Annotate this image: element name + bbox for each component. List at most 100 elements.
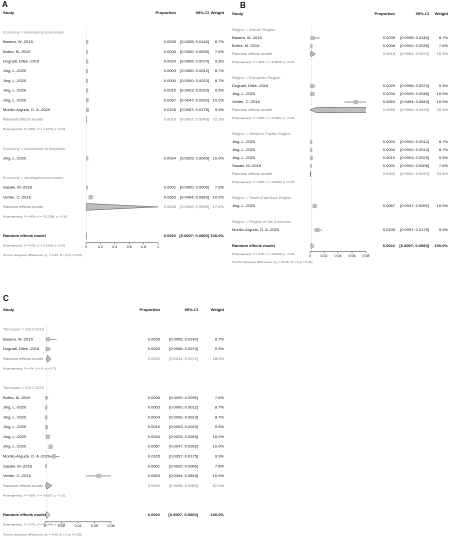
ci-label: [0.0005; 0.0140] [400, 35, 429, 40]
study-name: Jing, L.-2020 [3, 405, 27, 410]
study-square [310, 164, 312, 168]
study-name: Jing, L.-2020 [3, 97, 27, 102]
proportion-label: 0.0022 [148, 512, 161, 517]
weight-label: 9.5% [439, 155, 449, 160]
proportion-label: 0.0067 [383, 203, 396, 208]
study-name: Sasaki, M.-2018 [3, 463, 33, 468]
ci-label: [0.0494; 0.0843] [180, 194, 209, 199]
weight-label: 7.6% [439, 43, 449, 48]
weight-label: 9.9% [215, 107, 225, 112]
ci-label: [0.0007; 0.0060] [168, 512, 198, 517]
ci-label: [0.0025; 0.0045] [169, 434, 198, 439]
study-name: Jing, L.-2020 [232, 147, 256, 152]
study-square [45, 425, 48, 430]
weight-label: 7.6% [215, 185, 225, 190]
group-title: Economy = economies in transition [3, 146, 65, 151]
ci-label: [0.0003; 0.0023] [180, 88, 209, 93]
column-header: Proportion [140, 307, 161, 312]
column-header: Weight [435, 11, 449, 16]
ci-label: [0.0000; 0.0012] [180, 68, 209, 73]
group-title: Timespan = 2017-2020 [3, 385, 45, 390]
pooled-name: Random effects model [232, 107, 272, 112]
x-tick-label: 0.6 [127, 245, 132, 249]
study-square [310, 36, 315, 40]
proportion-label: 0.0034 [164, 155, 177, 160]
overall-diamond [310, 242, 315, 250]
x-tick-label: 0.8 [141, 245, 146, 249]
proportion-label: 0.0003 [383, 139, 396, 144]
study-name: Jing, L.-2020 [3, 88, 27, 93]
overall-diamond [45, 511, 51, 519]
ci-label: [0.0004; 0.0074] [400, 51, 429, 56]
study-square [45, 415, 48, 420]
proportion-label: 0.0004 [148, 414, 161, 419]
weight-label: 8.7% [215, 78, 225, 83]
weight-label: 7.6% [215, 463, 225, 468]
group-title: Region = Region of the Americas [232, 219, 291, 224]
proportion-label: 0.0032 [148, 356, 161, 361]
pooled-name: Random effects model [232, 51, 272, 56]
ci-label: [0.0000; 0.0039] [180, 49, 209, 54]
study-square [51, 454, 56, 459]
study-square [96, 473, 101, 479]
study-square [310, 155, 313, 161]
ci-label: [0.0005; 0.0083] [169, 483, 198, 488]
study-name: Venter, C.-2016 [3, 473, 32, 478]
proportion-label: 0.0003 [164, 68, 177, 73]
ci-label: [0.0005; 0.0140] [169, 336, 198, 341]
proportion-label: 0.0105 [164, 107, 177, 112]
panel-label: B [240, 1, 246, 10]
heterogeneity: Heterogeneity: I² = 36%, τ² = 0.3846, p … [232, 60, 295, 64]
study-name: Basera, W.-2015 [232, 35, 263, 40]
proportion-label: 0.0029 [164, 59, 177, 64]
weight-label: 8.7% [215, 414, 225, 419]
study-name: Jing, L.-2020 [3, 155, 27, 160]
x-tick-label: 0.02 [321, 254, 328, 258]
ci-label: [0.0003; 0.0023] [400, 155, 429, 160]
weight-label: 100.0% [210, 512, 224, 517]
panel-label: A [2, 0, 8, 9]
study-name: Jing, L.-2020 [3, 78, 27, 83]
ci-label: [0.0014; 0.0072] [169, 356, 198, 361]
study-name: Basera, W.-2015 [3, 39, 34, 44]
ci-label: [0.0000; 0.0039] [400, 43, 429, 48]
weight-label: 9.5% [215, 424, 225, 429]
weight-label: 9.3% [215, 59, 225, 64]
proportion-label: 0.0008 [164, 49, 177, 54]
ci-label: [0.0002; 0.0010] [400, 171, 429, 176]
proportion-label: 0.0022 [383, 243, 396, 248]
study-square [48, 444, 53, 449]
study-name: Jing, L.-2020 [232, 203, 256, 208]
x-tick-label: 0.04 [75, 524, 82, 528]
study-name: Venter, C.-2016 [3, 194, 32, 199]
study-square [86, 185, 88, 190]
ci-label: [0.0007; 0.0045] [180, 117, 209, 122]
overall-name: Random effects model [3, 512, 46, 517]
weight-label: 8.7% [215, 68, 225, 73]
ci-label: [0.0047; 0.0092] [180, 97, 209, 102]
panel-label: C [3, 294, 9, 303]
heterogeneity: Test for subgroup differences: χ²₁ = 0.4… [3, 532, 82, 536]
weight-label: 10.0% [213, 444, 225, 449]
column-header: 95%-CI [185, 307, 198, 312]
weight-label: 9.9% [439, 227, 449, 232]
study-square [45, 434, 50, 439]
study-name: Dognati, Dilek -2016 [232, 83, 269, 88]
ci-label: [0.0000; 0.0039] [169, 395, 198, 400]
x-tick-label: 0.4 [112, 245, 117, 249]
pooled-diamond [86, 203, 158, 211]
x-tick-label: 0.06 [349, 254, 356, 258]
weight-label: 7.6% [215, 395, 225, 400]
x-tick-label: 0.04 [335, 254, 342, 258]
weight-label: 82.0% [213, 483, 225, 488]
ci-label: [0.0000; 0.0006] [180, 185, 209, 190]
column-header: Proportion [375, 11, 396, 16]
ci-label: [0.0057; 0.0175] [169, 453, 198, 458]
study-name: Jing, L.-2020 [232, 91, 256, 96]
study-name: Jing, L.-2020 [3, 444, 27, 449]
pooled-diamond [45, 355, 52, 363]
column-header: Study [3, 10, 15, 15]
proportion-label: 0.0008 [383, 43, 396, 48]
weight-label: 10.0% [437, 91, 449, 96]
heterogeneity: Heterogeneity: I² = 98%, τ² = 0.6557, p … [3, 493, 66, 497]
